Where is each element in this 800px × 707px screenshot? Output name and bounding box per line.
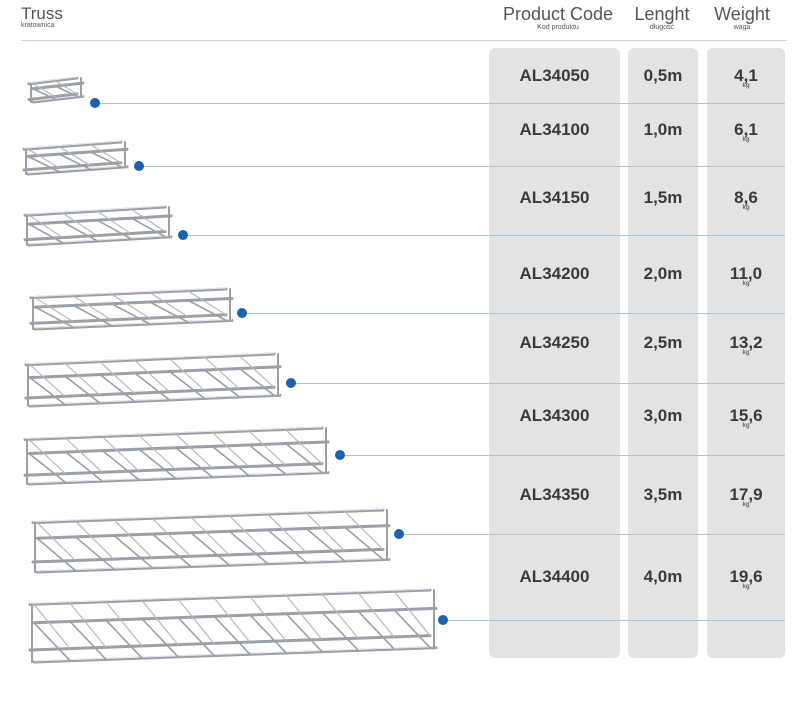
truss-image	[22, 140, 129, 176]
product-weight: 15,6	[729, 406, 763, 425]
row-guide-line	[242, 313, 785, 314]
column-header-weight: Weight waga	[706, 5, 778, 31]
product-length: 2,0m	[643, 264, 683, 283]
column-length-sub: długość	[649, 24, 675, 31]
column-code-sub: Kod produktu	[537, 24, 579, 31]
weight-column-panel	[707, 48, 785, 658]
column-code-label: Product Code	[502, 4, 614, 24]
row-guide-line	[183, 235, 785, 236]
row-marker-dot	[438, 615, 448, 625]
row-marker-dot	[90, 98, 100, 108]
product-code: AL34100	[519, 120, 590, 139]
row-marker-dot	[178, 230, 188, 240]
product-length: 3,5m	[643, 485, 683, 504]
truss-image	[31, 508, 391, 574]
product-weight: 17,9	[729, 485, 763, 504]
truss-image	[29, 287, 234, 331]
weight-unit: kg	[742, 350, 750, 356]
product-code: AL34400	[519, 567, 590, 586]
row-guide-line	[291, 383, 785, 384]
weight-unit: kg	[742, 137, 750, 143]
column-weight-sub: waga	[733, 24, 751, 31]
weight-unit: kg	[742, 83, 750, 89]
product-weight: 6,1	[734, 120, 758, 139]
product-code: AL34050	[519, 66, 590, 85]
product-code: AL34350	[519, 485, 590, 504]
product-weight: 4,1	[734, 66, 758, 85]
row-marker-dot	[237, 308, 247, 318]
row-marker-dot	[394, 529, 404, 539]
product-code: AL34150	[519, 188, 590, 207]
product-length: 1,5m	[643, 188, 683, 207]
weight-unit: kg	[742, 423, 750, 429]
product-length: 0,5m	[643, 66, 683, 85]
row-guide-line	[443, 620, 785, 621]
header-subtitle: kratownica	[21, 22, 55, 29]
row-marker-dot	[134, 161, 144, 171]
product-length: 4,0m	[643, 567, 683, 586]
product-length: 1,0m	[643, 120, 683, 139]
header-rule	[21, 40, 787, 41]
weight-unit: kg	[742, 281, 750, 287]
length-column-panel	[628, 48, 698, 658]
weight-unit: kg	[742, 502, 750, 508]
row-guide-line	[95, 103, 785, 104]
product-length: 3,0m	[643, 406, 683, 425]
product-weight: 8,6	[734, 188, 758, 207]
column-header-length: Lenght długość	[627, 5, 697, 31]
row-guide-line	[340, 455, 785, 456]
weight-unit: kg	[742, 205, 750, 211]
truss-image	[23, 426, 330, 486]
row-marker-dot	[286, 378, 296, 388]
header-title: Truss	[21, 4, 63, 23]
product-code: AL34250	[519, 333, 590, 352]
column-length-label: Lenght	[634, 4, 690, 24]
product-weight: 11,0	[729, 264, 763, 283]
truss-image	[24, 352, 282, 408]
product-code: AL34200	[519, 264, 590, 283]
product-code: AL34300	[519, 406, 590, 425]
weight-unit: kg	[742, 584, 750, 590]
truss-image	[28, 588, 438, 664]
truss-image	[27, 76, 85, 104]
row-guide-line	[139, 166, 785, 167]
row-guide-line	[399, 534, 785, 535]
column-header-code: Product Code Kod produktu	[493, 5, 623, 31]
product-length: 2,5m	[643, 333, 683, 352]
column-weight-label: Weight	[714, 4, 770, 24]
product-weight: 13,2	[729, 333, 763, 352]
truss-image	[23, 205, 173, 247]
row-marker-dot	[335, 450, 345, 460]
product-weight: 19,6	[729, 567, 763, 586]
code-column-panel	[489, 48, 620, 658]
